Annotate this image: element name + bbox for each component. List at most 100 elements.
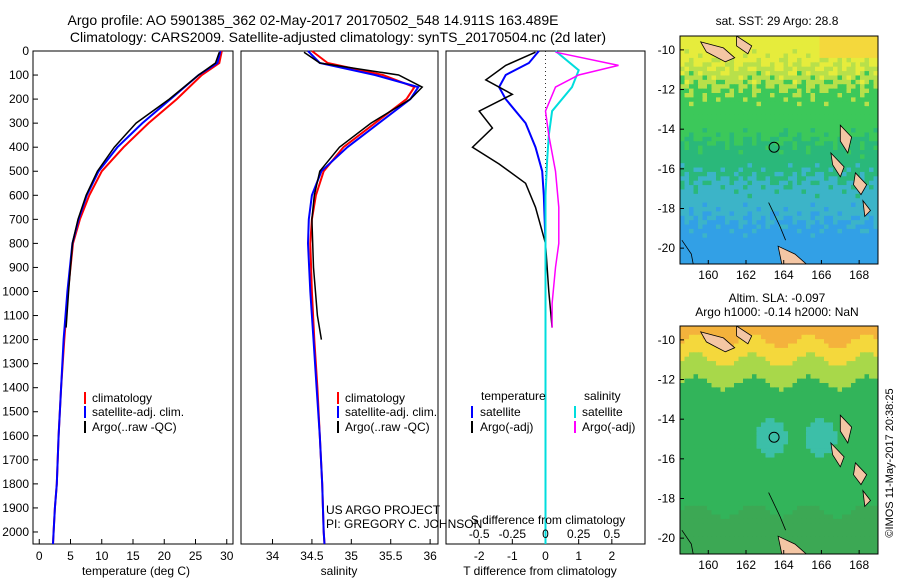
map-cell bbox=[707, 352, 713, 358]
map-cell bbox=[855, 255, 861, 261]
map-cell bbox=[698, 514, 704, 520]
map-cell bbox=[756, 391, 762, 397]
map-cell bbox=[729, 457, 735, 463]
map-cell bbox=[774, 330, 780, 336]
map-cell bbox=[810, 40, 816, 46]
map-cell bbox=[698, 339, 704, 345]
map-cell bbox=[747, 505, 753, 511]
map-cell bbox=[756, 57, 762, 63]
map-cell bbox=[851, 233, 857, 239]
map-cell bbox=[680, 114, 686, 120]
map-cell bbox=[779, 237, 785, 243]
map-cell bbox=[801, 141, 807, 147]
map-cell bbox=[806, 44, 812, 50]
y-tick-label: 900 bbox=[9, 260, 29, 274]
map-cell bbox=[734, 136, 740, 142]
map-cell bbox=[684, 440, 690, 445]
map-cell bbox=[761, 185, 767, 191]
map-cell bbox=[810, 246, 816, 252]
map-cell bbox=[756, 180, 762, 186]
map-cell bbox=[824, 36, 830, 41]
map-cell bbox=[824, 154, 830, 160]
map-cell bbox=[842, 383, 848, 388]
map-cell bbox=[684, 461, 690, 467]
map-cell bbox=[684, 233, 690, 239]
map-cell bbox=[752, 352, 758, 358]
map-cell bbox=[680, 339, 686, 345]
map-cell bbox=[693, 356, 699, 362]
map-cell bbox=[729, 479, 735, 485]
map-cell bbox=[851, 101, 857, 107]
map-cell bbox=[819, 114, 825, 120]
map-cell bbox=[689, 44, 695, 50]
map-cell bbox=[788, 334, 794, 340]
map-cell bbox=[698, 57, 704, 63]
map-cell bbox=[698, 422, 704, 428]
map-cell bbox=[774, 211, 780, 217]
y-tick-label: -14 bbox=[658, 122, 676, 136]
map-cell bbox=[684, 119, 690, 125]
map-cell bbox=[837, 44, 843, 50]
map-cell bbox=[837, 141, 843, 147]
map-cell bbox=[752, 356, 758, 362]
map-cell bbox=[689, 483, 695, 489]
map-cell bbox=[693, 158, 699, 164]
map-cell bbox=[869, 88, 875, 94]
map-cell bbox=[716, 387, 722, 393]
map-cell bbox=[864, 40, 870, 46]
map-cell bbox=[738, 141, 744, 147]
map-cell bbox=[702, 141, 708, 147]
map-cell bbox=[743, 88, 749, 94]
map-cell bbox=[828, 220, 834, 226]
map-cell bbox=[680, 361, 686, 367]
map-cell bbox=[815, 57, 821, 63]
map-cell bbox=[864, 224, 870, 230]
map-cell bbox=[729, 536, 735, 542]
map-cell bbox=[756, 93, 762, 98]
map-cell bbox=[779, 391, 785, 397]
map-cell bbox=[729, 339, 735, 345]
map-cell bbox=[738, 84, 744, 90]
map-cell bbox=[819, 369, 825, 375]
map-cell bbox=[729, 418, 735, 424]
map-cell bbox=[801, 207, 807, 212]
map-cell bbox=[801, 171, 807, 177]
map-cell bbox=[801, 374, 807, 380]
map-cell bbox=[806, 470, 812, 476]
map-cell bbox=[716, 404, 722, 410]
map-cell bbox=[743, 233, 749, 239]
map-cell bbox=[783, 326, 789, 331]
map-cell bbox=[689, 426, 695, 432]
map-cell bbox=[797, 523, 803, 529]
map-cell bbox=[747, 259, 753, 264]
map-cell bbox=[747, 171, 753, 177]
map-cell bbox=[743, 479, 749, 485]
map-cell bbox=[869, 448, 875, 454]
map-cell bbox=[702, 101, 708, 107]
map-cell bbox=[788, 492, 794, 498]
map-cell bbox=[869, 497, 875, 502]
map-cell bbox=[792, 36, 798, 41]
map-cell bbox=[689, 457, 695, 463]
map-cell bbox=[842, 334, 848, 340]
map-cell bbox=[873, 413, 878, 419]
map-cell bbox=[819, 510, 825, 516]
map-cell bbox=[846, 110, 852, 116]
map-cell bbox=[797, 167, 803, 173]
map-cell bbox=[693, 497, 699, 502]
map-cell bbox=[864, 180, 870, 186]
map-cell bbox=[837, 211, 843, 217]
map-cell bbox=[851, 330, 857, 336]
map-cell bbox=[797, 75, 803, 81]
map-cell bbox=[738, 540, 744, 546]
map-cell bbox=[774, 361, 780, 367]
map-cell bbox=[869, 505, 875, 511]
map-cell bbox=[774, 163, 780, 169]
map-cell bbox=[716, 369, 722, 375]
map-cell bbox=[788, 391, 794, 397]
map-cell bbox=[684, 518, 690, 524]
map-cell bbox=[729, 488, 735, 494]
map-cell bbox=[734, 71, 740, 77]
map-cell bbox=[734, 176, 740, 182]
map-cell bbox=[770, 479, 776, 485]
